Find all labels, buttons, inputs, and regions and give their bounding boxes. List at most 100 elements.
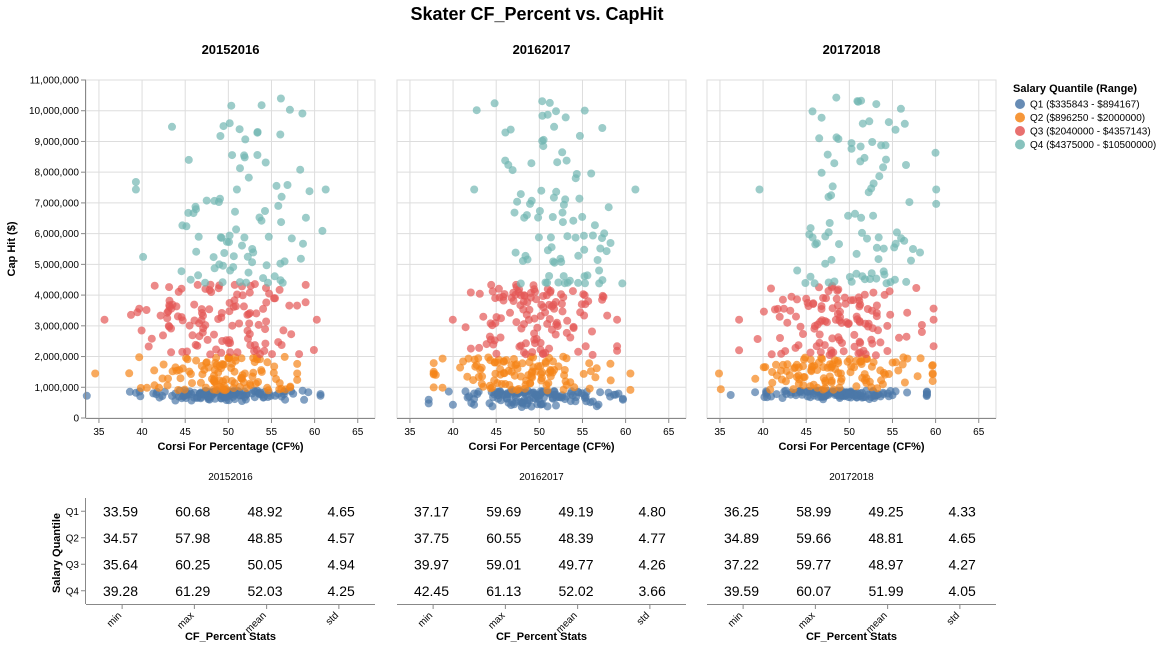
data-point-q2 [884,370,893,378]
table-facet-title: 20162017 [519,472,564,483]
data-point-q2 [192,356,201,365]
data-point-q3 [526,288,535,297]
data-point-q4 [301,213,310,222]
data-point-q4 [506,125,515,134]
x-tick-label: 50 [844,427,856,438]
y-tick-label: 0 [73,414,79,425]
data-point-q3 [577,300,586,309]
data-point-q3 [212,345,221,354]
data-point-q2 [852,356,861,365]
data-point-q4 [830,159,839,168]
data-point-q3 [207,288,216,296]
facet-0: 20152016 35 40 45 50 55 60 65 Corsi For Percenta… [6,42,376,643]
data-point-q3 [233,348,242,357]
data-point-q3 [868,339,877,348]
data-point-q4 [579,231,588,240]
data-point-q4 [220,249,229,257]
data-point-q2 [293,375,302,384]
data-point-q2 [548,368,557,377]
data-point-q4 [287,234,296,243]
table-cell: 48.85 [247,530,282,546]
table-y-axis-title: Salary Quantile [51,513,63,593]
data-point-q3 [869,288,878,297]
data-point-q3 [127,310,135,319]
data-point-q2 [228,359,236,368]
legend: Salary Quantile (Range) Q1 ($335843 - $89… [1013,83,1156,151]
data-point-q2 [210,365,219,374]
data-point-q3 [226,339,235,347]
data-point-q4 [210,196,219,205]
data-point-q4 [832,93,841,102]
data-point-q3 [144,342,153,351]
data-point-q4 [882,155,890,164]
data-point-q2 [761,363,770,372]
x-axis-title: Corsi For Percentage (CF%) [468,441,614,453]
data-point-q3 [173,312,182,321]
data-point-q3 [613,315,622,324]
data-point-q4 [218,278,227,287]
table-cell: 60.68 [175,503,210,519]
data-point-q4 [264,278,272,287]
data-point-q2 [91,369,100,378]
data-point-q2 [537,376,546,385]
data-point-q3 [475,343,484,352]
table-row-label: Q2 [66,533,80,544]
data-point-q3 [137,326,146,335]
data-point-q2 [799,373,808,382]
data-point-q4 [201,278,210,287]
data-point-q4 [575,194,584,203]
data-point-q3 [872,312,881,321]
data-point-q4 [578,212,587,221]
data-point-q3 [488,287,497,296]
data-point-q3 [767,350,776,359]
data-point-q4 [806,224,815,233]
data-point-q4 [209,253,218,262]
data-point-q2 [898,360,907,369]
table-col-label: std [945,610,962,627]
data-point-q4 [280,257,289,266]
data-point-q3 [588,327,596,336]
data-point-q4 [835,240,843,249]
data-point-q4 [225,238,233,247]
data-point-q4 [299,239,307,248]
data-point-q4 [856,142,865,151]
data-point-q3 [100,315,109,324]
table-cell: 37.75 [414,530,449,546]
data-point-q2 [858,373,867,382]
legend-swatch-2 [1015,112,1025,123]
data-point-q1 [845,389,854,398]
data-point-q2 [201,383,210,392]
y-tick-label: 9,000,000 [35,137,80,148]
x-tick-label: 65 [973,427,985,438]
data-point-q3 [831,315,840,324]
data-point-q2 [496,365,505,374]
x-tick-label: 45 [801,427,813,438]
data-point-q2 [471,362,480,371]
data-point-q3 [494,284,503,293]
data-point-q4 [139,252,148,261]
legend-title: Salary Quantile (Range) [1013,83,1137,95]
data-point-q4 [907,256,915,265]
data-point-q2 [272,375,280,383]
data-point-q4 [277,192,286,201]
data-point-q2 [208,375,216,383]
table-col-label: max [175,610,196,631]
data-point-q1 [240,393,249,401]
data-point-q3 [836,307,844,316]
data-point-q4 [538,97,547,106]
data-point-q1 [424,395,433,404]
y-tick-label: 2,000,000 [35,352,80,363]
data-point-q3 [793,295,801,304]
data-point-q2 [852,382,861,391]
data-point-q4 [261,158,270,167]
data-point-q2 [499,357,508,366]
data-point-q2 [894,366,903,375]
data-point-q4 [847,144,856,153]
data-point-q4 [563,232,572,241]
data-point-q3 [217,313,226,322]
x-tick-label: 65 [352,427,364,438]
data-point-q3 [842,318,851,327]
data-point-q2 [182,353,191,362]
